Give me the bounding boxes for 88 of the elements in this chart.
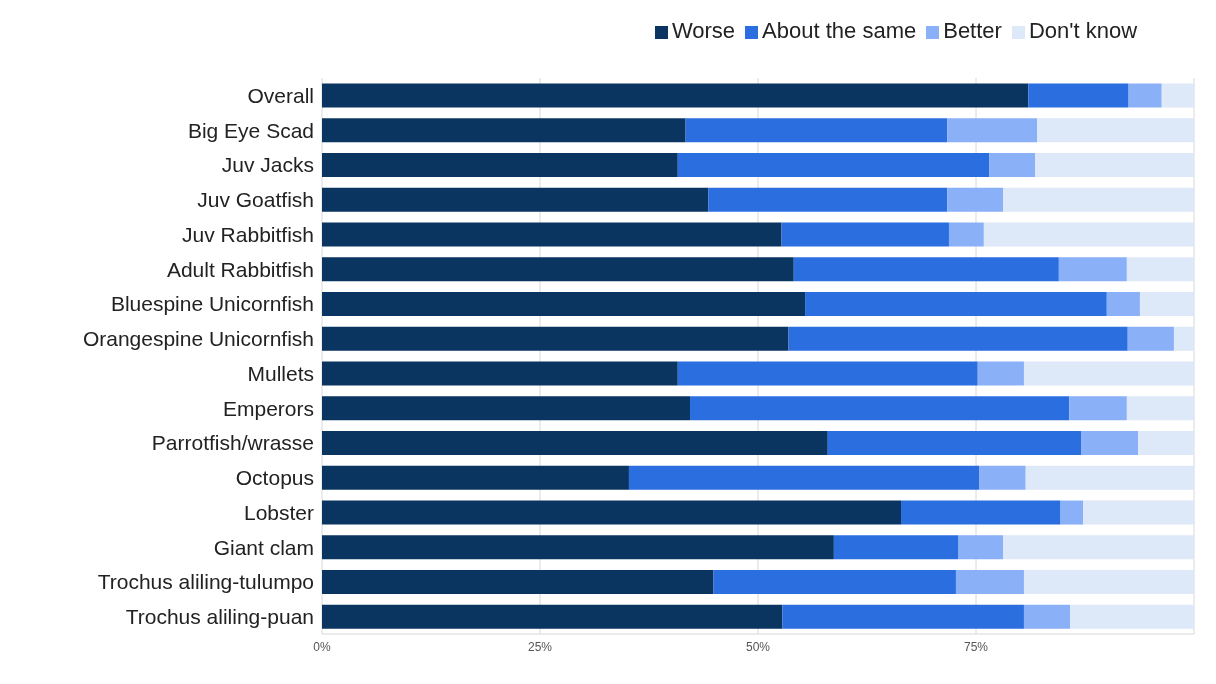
bar: [1083, 500, 1194, 525]
y-tick-label: Bluespine Unicornfish: [110, 292, 314, 316]
bar: [805, 292, 1107, 317]
bar: [1126, 396, 1194, 421]
bar: [685, 118, 948, 143]
bar: [1161, 83, 1194, 108]
bar: [1003, 535, 1194, 560]
bar: [628, 465, 980, 490]
bar: [827, 431, 1082, 456]
y-tick-label: Parrotfish/wrasse: [151, 431, 314, 455]
bar: [1058, 257, 1127, 282]
y-tick-label: Juv Jacks: [221, 153, 314, 177]
bar: [1127, 326, 1174, 351]
bar: [708, 187, 948, 212]
bar: [977, 361, 1024, 386]
legend-label: Don't know: [1028, 18, 1138, 43]
bar: [1028, 83, 1129, 108]
x-tick-label: 75%: [963, 639, 989, 654]
bar: [1023, 361, 1194, 386]
bar: [322, 326, 789, 351]
bar: [979, 465, 1026, 490]
y-tick-label: Giant clam: [213, 535, 314, 559]
y-tick-label: Trochus aliling-tulumpo: [97, 570, 314, 594]
bar: [322, 431, 828, 456]
bar: [781, 222, 949, 247]
x-tick-label: 0%: [313, 639, 331, 654]
bar: [322, 83, 1029, 108]
bar: [322, 361, 678, 386]
y-tick-label: Adult Rabbitfish: [166, 257, 314, 281]
bar: [713, 570, 956, 595]
bar: [1139, 292, 1194, 317]
bar: [677, 361, 978, 386]
bar: [1023, 570, 1194, 595]
y-tick-label: Juv Goatfish: [197, 188, 314, 212]
bar: [322, 465, 629, 490]
bar: [793, 257, 1059, 282]
bar: [1128, 83, 1162, 108]
y-tick-label: Big Eye Scad: [187, 118, 314, 142]
x-tick-label: 50%: [745, 639, 771, 654]
bar: [322, 118, 686, 143]
bar: [1069, 396, 1127, 421]
bar: [1126, 257, 1194, 282]
bar: [833, 535, 959, 560]
bar: [983, 222, 1194, 247]
bar: [322, 535, 834, 560]
y-tick-label: Octopus: [235, 466, 314, 490]
bar: [782, 604, 1024, 629]
bar: [322, 500, 902, 525]
bar: [955, 570, 1024, 595]
y-tick-label: Mullets: [247, 361, 314, 385]
bar: [322, 570, 714, 595]
y-tick-label: Orangespine Unicornfish: [82, 327, 314, 351]
y-tick-label: Overall: [247, 83, 314, 107]
bar: [1023, 604, 1071, 629]
bar: [947, 118, 1038, 143]
bar: [322, 187, 709, 212]
bar: [1025, 465, 1194, 490]
bar: [1035, 153, 1194, 178]
bar: [689, 396, 1070, 421]
bar: [1173, 326, 1194, 351]
bar: [948, 222, 984, 247]
bar: [1081, 431, 1139, 456]
legend-label: Worse: [671, 18, 736, 43]
bar: [322, 222, 782, 247]
y-tick-label: Lobster: [243, 500, 314, 524]
bar: [322, 604, 783, 629]
bar: [1106, 292, 1140, 317]
y-tick-label: Emperors: [222, 396, 314, 420]
bar: [1060, 500, 1084, 525]
bar: [989, 153, 1036, 178]
bar: [1037, 118, 1194, 143]
bar: [901, 500, 1061, 525]
bar: [322, 292, 806, 317]
bar: [322, 396, 690, 421]
bar: [322, 257, 794, 282]
bar: [677, 153, 990, 178]
legend-label: Better: [943, 18, 1002, 43]
bar: [947, 187, 1004, 212]
bar: [1003, 187, 1194, 212]
bar: [322, 153, 678, 178]
bar: [788, 326, 1128, 351]
x-tick-label: 25%: [527, 639, 553, 654]
legend-label: About the same: [762, 18, 917, 43]
bar: [1070, 604, 1194, 629]
bar: [1138, 431, 1194, 456]
y-tick-label: Trochus aliling-puan: [125, 605, 314, 629]
y-tick-label: Juv Rabbitfish: [182, 222, 314, 246]
bar: [958, 535, 1004, 560]
